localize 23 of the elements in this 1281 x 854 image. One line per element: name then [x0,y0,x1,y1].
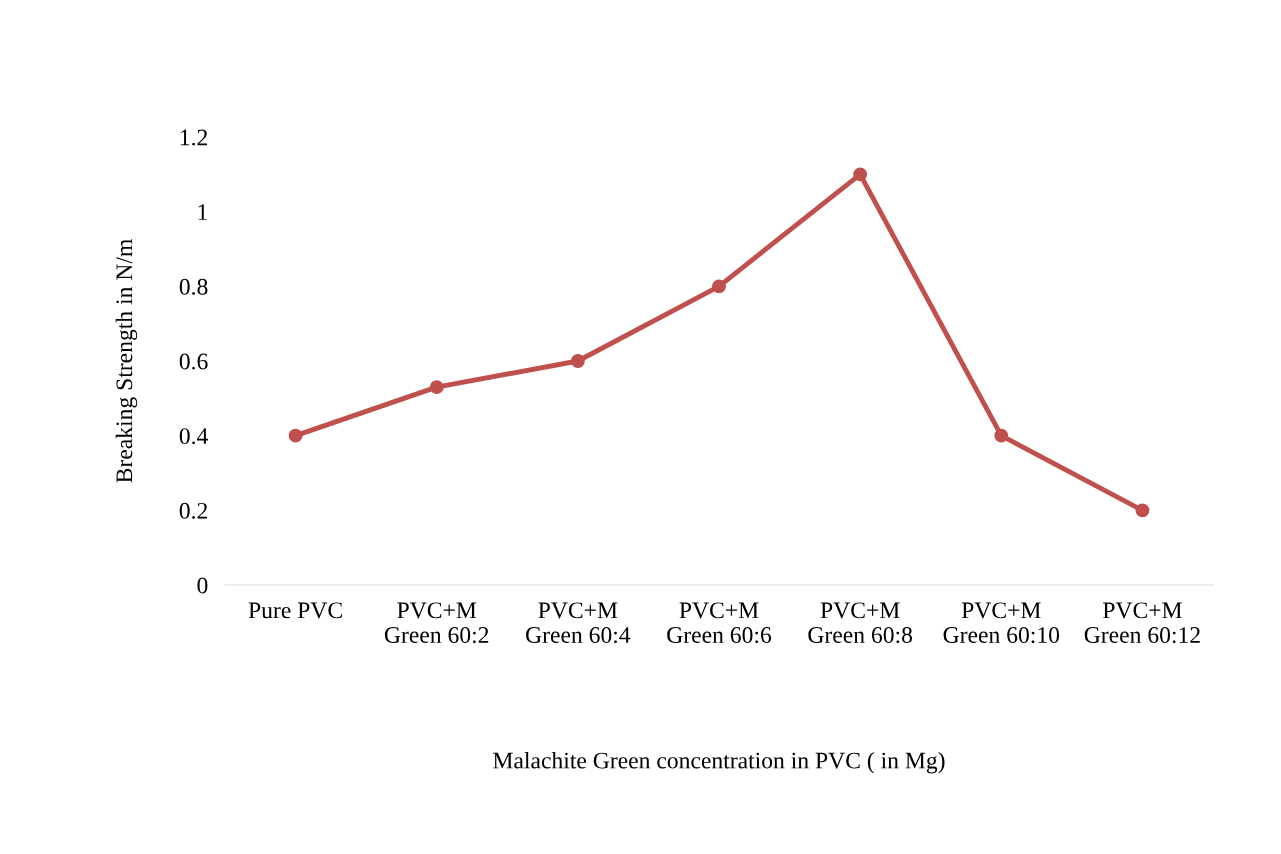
point [570,354,585,368]
y-tick-label: 0.4 [179,428,208,445]
x-tick-label: PVC+M Green 60:2 [384,602,489,644]
y-tick-label: 0.8 [179,278,208,295]
y-tick-label: 0.6 [179,353,208,370]
x-tick-label: PVC+M Green 60:8 [808,602,913,644]
y-tick-label: 0 [197,577,208,594]
y-tick-label: 1.2 [180,129,208,146]
point [288,428,303,443]
x-tick-label: PVC+M Green 60:4 [526,602,631,644]
y-tick-label: 1 [198,204,207,220]
x-tick-label: PVC+M Green 60:6 [667,602,772,644]
point [853,167,868,182]
point [429,380,444,395]
point [1135,503,1150,518]
point [994,428,1009,443]
point [712,279,726,294]
y-axis-title: Breaking Strength in N/m [115,239,138,483]
x-tick-label: PVC+M Green 60:10 [943,602,1060,644]
x-tick-label: PVC+M Green 60:12 [1084,602,1200,644]
y-tick-label: 0.2 [179,502,208,519]
x-axis-title: Malachite Green concentration in PVC ( in Mg) [493,751,945,774]
x-tick-label: Pure PVC [248,602,342,619]
